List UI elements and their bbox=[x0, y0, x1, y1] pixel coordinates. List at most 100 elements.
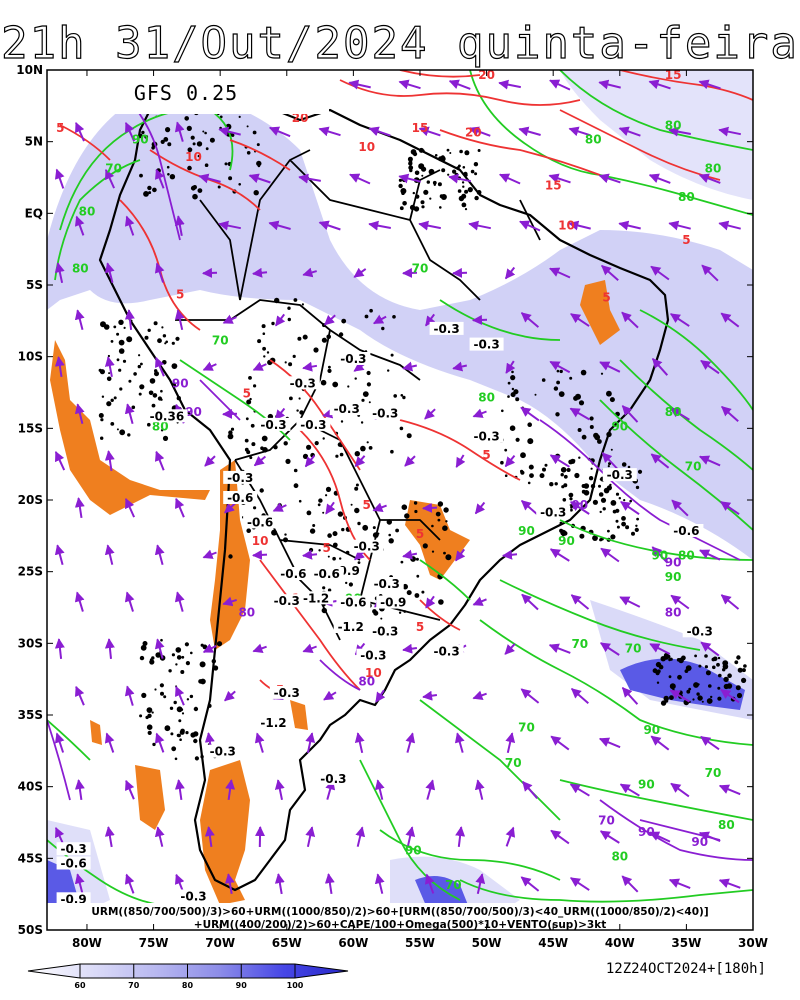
terrain-dot bbox=[597, 439, 602, 444]
wind-vector bbox=[248, 173, 271, 184]
terrain-dot bbox=[152, 187, 157, 193]
terrain-dot bbox=[415, 194, 420, 199]
terrain-dot bbox=[116, 358, 120, 362]
terrain-dot bbox=[209, 137, 215, 143]
terrain-dot bbox=[146, 707, 153, 713]
wind-vector bbox=[368, 220, 391, 231]
terrain-dot bbox=[656, 669, 661, 674]
omega-label: -0.3 bbox=[60, 842, 86, 856]
humidity-contours-green bbox=[47, 70, 753, 906]
terrain-dot bbox=[181, 655, 185, 659]
wind-vector bbox=[699, 549, 721, 561]
terrain-dot bbox=[253, 190, 259, 196]
colorbar: 60 70 80 90 100 bbox=[27, 963, 349, 990]
wind-vector bbox=[718, 878, 741, 889]
terrain-dot bbox=[162, 334, 167, 338]
terrain-dot bbox=[599, 510, 602, 514]
terrain-dot bbox=[238, 115, 241, 118]
wind-vector bbox=[520, 876, 540, 892]
terrain-dot bbox=[327, 555, 330, 558]
terrain-dot bbox=[175, 647, 182, 653]
terrain-dot bbox=[160, 139, 165, 144]
wind-vector bbox=[202, 267, 218, 278]
terrain-dot bbox=[113, 325, 117, 329]
terrain-dot bbox=[246, 528, 251, 533]
terrain-dot bbox=[354, 377, 357, 380]
terrain-dot bbox=[261, 435, 268, 442]
wind-vector bbox=[698, 831, 721, 843]
terrain-dot bbox=[261, 324, 266, 329]
legend-line-2: +URM((400/200)/2)>60+CAPE/100+Omega(500)… bbox=[194, 919, 606, 931]
omega-label: -0.6 bbox=[673, 524, 699, 538]
terrain-dot bbox=[693, 682, 699, 688]
red-contour-label: 20 bbox=[292, 111, 309, 125]
terrain-dot bbox=[238, 183, 241, 186]
terrain-dot bbox=[154, 371, 159, 377]
terrain-dot bbox=[327, 588, 332, 592]
terrain-dot bbox=[151, 711, 154, 714]
red-contour-label: 10 bbox=[185, 150, 202, 164]
terrain-dot bbox=[364, 314, 369, 319]
wind-vector bbox=[398, 173, 421, 184]
green-contour-label: 80 bbox=[665, 405, 682, 419]
land-outlines bbox=[98, 88, 670, 892]
wind-vector bbox=[104, 732, 115, 753]
terrain-dot bbox=[462, 166, 466, 169]
terrain-dot bbox=[347, 385, 350, 388]
wind-vector bbox=[302, 361, 318, 372]
terrain-dot bbox=[252, 130, 257, 135]
terrain-dot bbox=[116, 332, 120, 336]
omega-label-bg bbox=[299, 591, 334, 605]
lat-tick-label: 10N bbox=[16, 63, 43, 77]
wind-vector bbox=[155, 356, 165, 377]
terrain-dot bbox=[461, 181, 465, 184]
red-contour-label: 5 bbox=[363, 498, 371, 512]
terrain-dot bbox=[166, 165, 170, 169]
terrain-dot bbox=[369, 308, 373, 313]
red-contour-label: 5 bbox=[482, 448, 490, 462]
omega-label: -0.3 bbox=[274, 594, 300, 608]
terrain-dot bbox=[686, 689, 691, 694]
terrain-dot bbox=[581, 484, 586, 488]
terrain-dot bbox=[141, 692, 147, 699]
terrain-dot bbox=[133, 372, 137, 376]
wind-vector bbox=[202, 549, 217, 559]
terrain-dot bbox=[666, 654, 671, 659]
terrain-dot bbox=[360, 445, 366, 452]
terrain-dot bbox=[414, 593, 420, 598]
terrain-dot bbox=[101, 395, 105, 398]
wind-vector bbox=[474, 779, 485, 800]
terrain-dot bbox=[171, 341, 175, 345]
wind-vector bbox=[355, 826, 366, 847]
lat-tick-label: 40S bbox=[18, 780, 43, 794]
wind-vector bbox=[568, 220, 591, 231]
terrain-dot bbox=[186, 698, 190, 701]
red-contour-label: 5 bbox=[243, 386, 251, 400]
terrain-dot bbox=[688, 687, 692, 691]
omega-label-bg bbox=[368, 406, 403, 420]
wind-vector bbox=[599, 361, 621, 373]
terrain-dot bbox=[106, 376, 112, 382]
terrain-dot bbox=[357, 521, 361, 526]
omega-label: -1.2 bbox=[303, 591, 329, 605]
terrain-dot bbox=[253, 506, 257, 510]
terrain-dot bbox=[510, 375, 516, 381]
terrain-dot bbox=[338, 332, 344, 337]
omega-label: -0.3 bbox=[433, 644, 459, 658]
wind-vector bbox=[698, 79, 721, 90]
wind-vector bbox=[124, 309, 135, 331]
terrain-dot bbox=[443, 551, 446, 555]
omega-label-bg bbox=[285, 376, 320, 390]
wind-vector bbox=[520, 688, 540, 704]
terrain-dot bbox=[100, 418, 104, 422]
terrain-dot bbox=[559, 521, 563, 525]
terrain-dot bbox=[176, 655, 182, 660]
wind-vector bbox=[154, 826, 165, 847]
wind-vector bbox=[570, 688, 589, 704]
terrain-dot bbox=[100, 436, 104, 440]
green-contour-label: 80 bbox=[478, 391, 495, 405]
wind-vector bbox=[74, 873, 85, 894]
omega-label-bg bbox=[316, 771, 351, 785]
